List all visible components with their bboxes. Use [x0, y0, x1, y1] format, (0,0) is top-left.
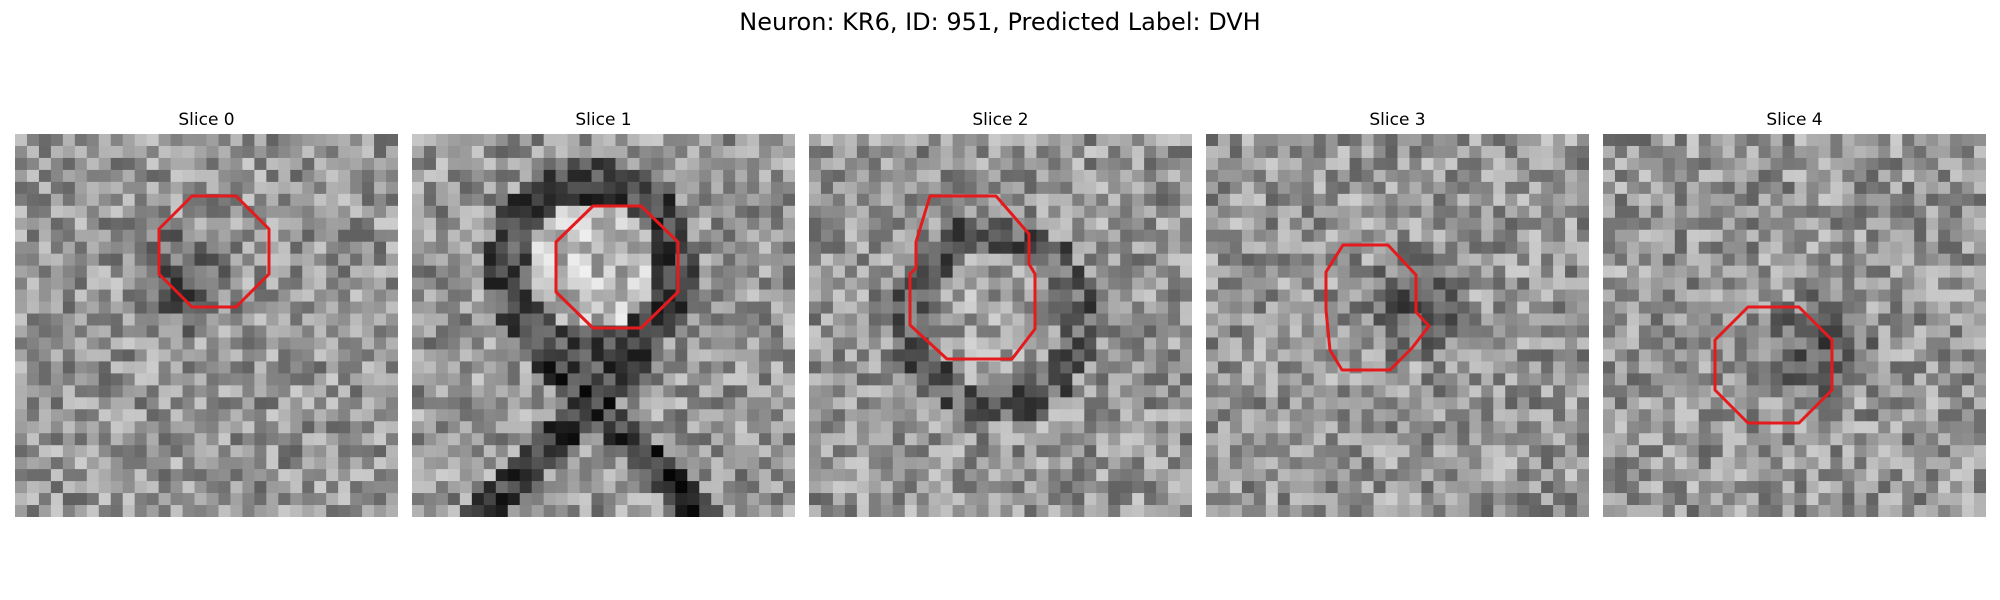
slice-image — [1603, 134, 1986, 517]
slice-title: Slice 0 — [178, 110, 235, 130]
slice-panel-3: Slice 3 — [1206, 108, 1589, 517]
slice-title: Slice 3 — [1369, 110, 1426, 130]
slice-panel-0: Slice 0 — [15, 108, 398, 517]
slice-title: Slice 1 — [575, 110, 632, 130]
figure-title: Neuron: KR6, ID: 951, Predicted Label: D… — [739, 8, 1261, 36]
slice-title: Slice 4 — [1766, 110, 1823, 130]
roi-outline — [908, 194, 1037, 361]
slice-image — [412, 134, 795, 517]
slice-image — [809, 134, 1192, 517]
roi-outline — [1324, 243, 1431, 372]
roi-outline — [157, 194, 271, 309]
slice-panel-1: Slice 1 — [412, 108, 795, 517]
slice-image — [1206, 134, 1589, 517]
slice-panel-2: Slice 2 — [809, 108, 1192, 517]
slice-panel-4: Slice 4 — [1603, 108, 1986, 517]
roi-outline — [554, 204, 680, 330]
slice-title: Slice 2 — [972, 110, 1029, 130]
slice-image — [15, 134, 398, 517]
roi-outline — [1713, 305, 1834, 425]
